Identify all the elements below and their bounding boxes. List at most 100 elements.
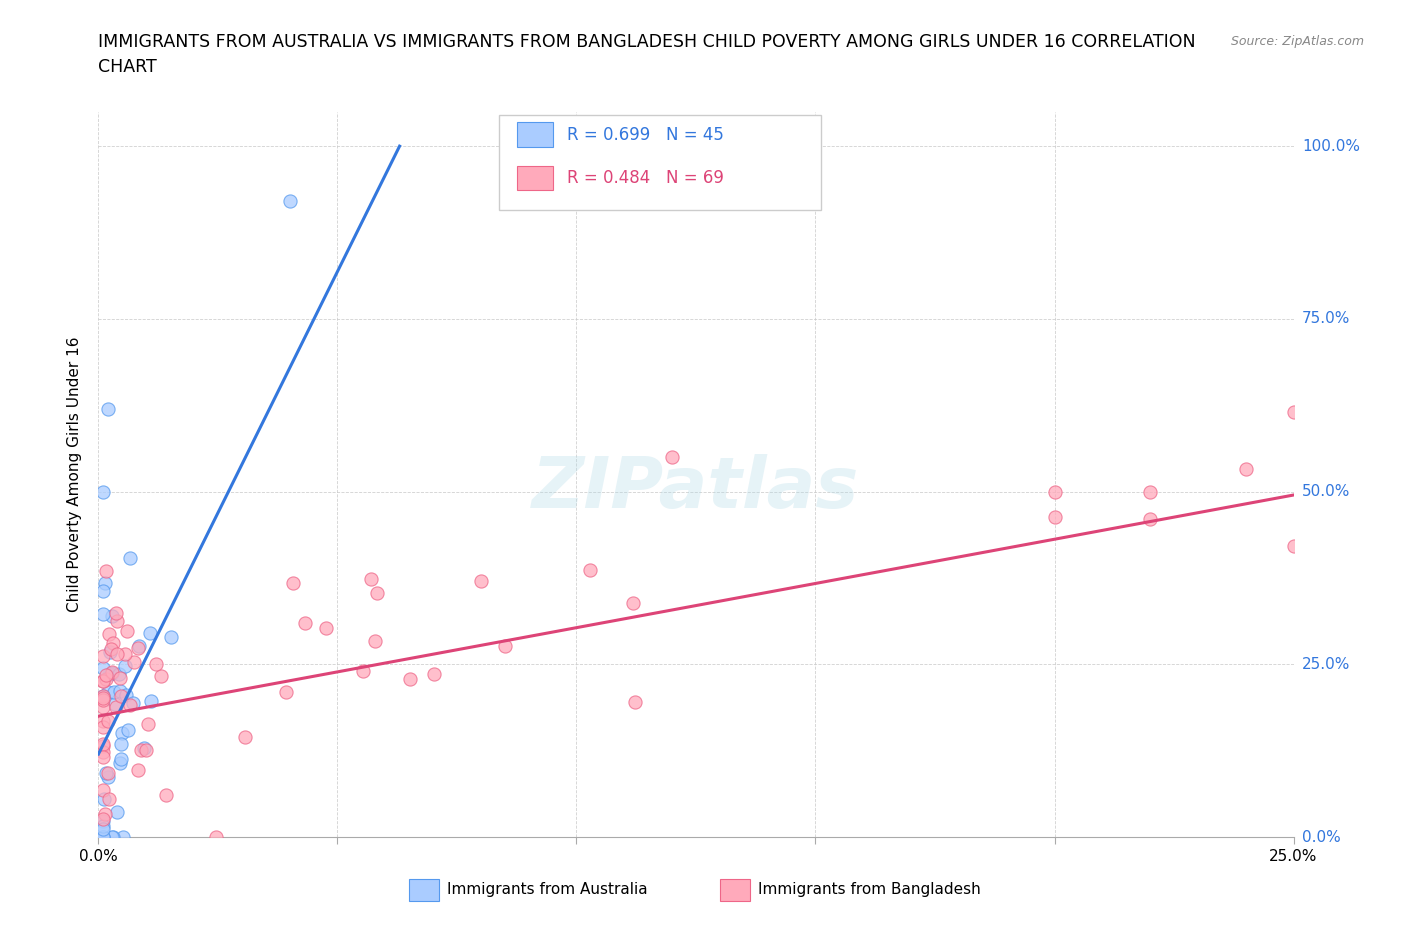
Point: [120, 698, 142, 712]
Point: [278, 194, 301, 209]
Point: [91, 830, 114, 844]
Point: [100, 664, 122, 679]
Point: [661, 449, 683, 464]
Text: 75.0%: 75.0%: [1302, 312, 1350, 326]
Point: [96, 671, 118, 686]
Point: [91, 719, 114, 734]
Point: [97, 766, 120, 781]
Point: [114, 646, 136, 661]
Text: Immigrants from Bangladesh: Immigrants from Bangladesh: [758, 882, 981, 897]
Point: [122, 655, 145, 670]
Point: [118, 551, 141, 565]
Point: [93, 791, 115, 806]
Point: [97, 770, 120, 785]
Point: [91, 713, 114, 728]
Point: [1043, 485, 1066, 499]
Text: Immigrants from Australia: Immigrants from Australia: [447, 882, 648, 897]
Point: [94, 576, 117, 591]
Point: [115, 623, 138, 638]
Point: [360, 572, 382, 587]
Point: [105, 646, 128, 661]
FancyBboxPatch shape: [517, 166, 553, 191]
Point: [1139, 512, 1161, 526]
Point: [97, 684, 120, 699]
Point: [91, 738, 114, 753]
Point: [121, 696, 143, 711]
Point: [127, 641, 149, 656]
Point: [204, 830, 226, 844]
Point: [91, 485, 114, 499]
FancyBboxPatch shape: [720, 879, 749, 901]
Point: [91, 737, 114, 751]
Point: [97, 401, 120, 416]
Point: [108, 666, 131, 681]
Point: [160, 630, 183, 644]
Point: [1282, 405, 1305, 419]
Point: [98, 791, 121, 806]
Text: ZIPatlas: ZIPatlas: [533, 455, 859, 524]
Point: [107, 614, 129, 629]
Point: [91, 660, 114, 675]
Point: [141, 694, 163, 709]
Point: [110, 726, 132, 741]
Point: [103, 684, 125, 699]
Point: [398, 671, 420, 686]
Point: [353, 664, 375, 679]
Point: [91, 584, 114, 599]
Point: [105, 804, 128, 819]
Point: [91, 691, 114, 706]
Point: [1139, 485, 1161, 499]
Point: [96, 564, 118, 578]
Point: [91, 699, 114, 714]
Point: [1282, 538, 1305, 553]
Point: [91, 750, 114, 764]
Text: R = 0.484   N = 69: R = 0.484 N = 69: [567, 169, 724, 187]
Text: 50.0%: 50.0%: [1302, 485, 1350, 499]
Point: [105, 699, 128, 714]
Point: [100, 608, 122, 623]
Point: [96, 713, 118, 728]
Point: [100, 830, 122, 844]
Point: [108, 671, 131, 685]
Point: [281, 576, 304, 591]
Text: IMMIGRANTS FROM AUSTRALIA VS IMMIGRANTS FROM BANGLADESH CHILD POVERTY AMONG GIRL: IMMIGRANTS FROM AUSTRALIA VS IMMIGRANTS …: [98, 33, 1197, 50]
Point: [98, 667, 121, 682]
Point: [91, 673, 114, 688]
Point: [136, 717, 159, 732]
Text: 100.0%: 100.0%: [1302, 139, 1360, 153]
Point: [103, 697, 125, 711]
Point: [1043, 510, 1066, 525]
Point: [111, 830, 134, 844]
Point: [579, 563, 602, 578]
Point: [115, 688, 138, 703]
Point: [423, 667, 446, 682]
Point: [101, 635, 124, 650]
Point: [138, 626, 160, 641]
Point: [114, 659, 136, 674]
Point: [366, 585, 388, 600]
Point: [105, 605, 128, 620]
Point: [91, 673, 114, 688]
Point: [103, 830, 125, 844]
Point: [149, 668, 172, 683]
Text: 0.0%: 0.0%: [1302, 830, 1340, 844]
Point: [621, 596, 644, 611]
Point: [145, 657, 167, 671]
Point: [98, 644, 121, 659]
Point: [364, 633, 387, 648]
FancyBboxPatch shape: [499, 115, 821, 209]
Point: [315, 621, 337, 636]
Point: [91, 818, 114, 833]
Point: [274, 685, 297, 700]
Point: [96, 765, 118, 780]
Point: [470, 574, 492, 589]
Point: [294, 616, 316, 631]
Point: [127, 763, 149, 777]
Point: [110, 684, 132, 698]
Point: [98, 667, 121, 682]
Text: Source: ZipAtlas.com: Source: ZipAtlas.com: [1230, 35, 1364, 48]
Point: [94, 668, 117, 683]
Point: [624, 695, 647, 710]
FancyBboxPatch shape: [517, 123, 553, 147]
Y-axis label: Child Poverty Among Girls Under 16: Child Poverty Among Girls Under 16: [67, 337, 83, 612]
